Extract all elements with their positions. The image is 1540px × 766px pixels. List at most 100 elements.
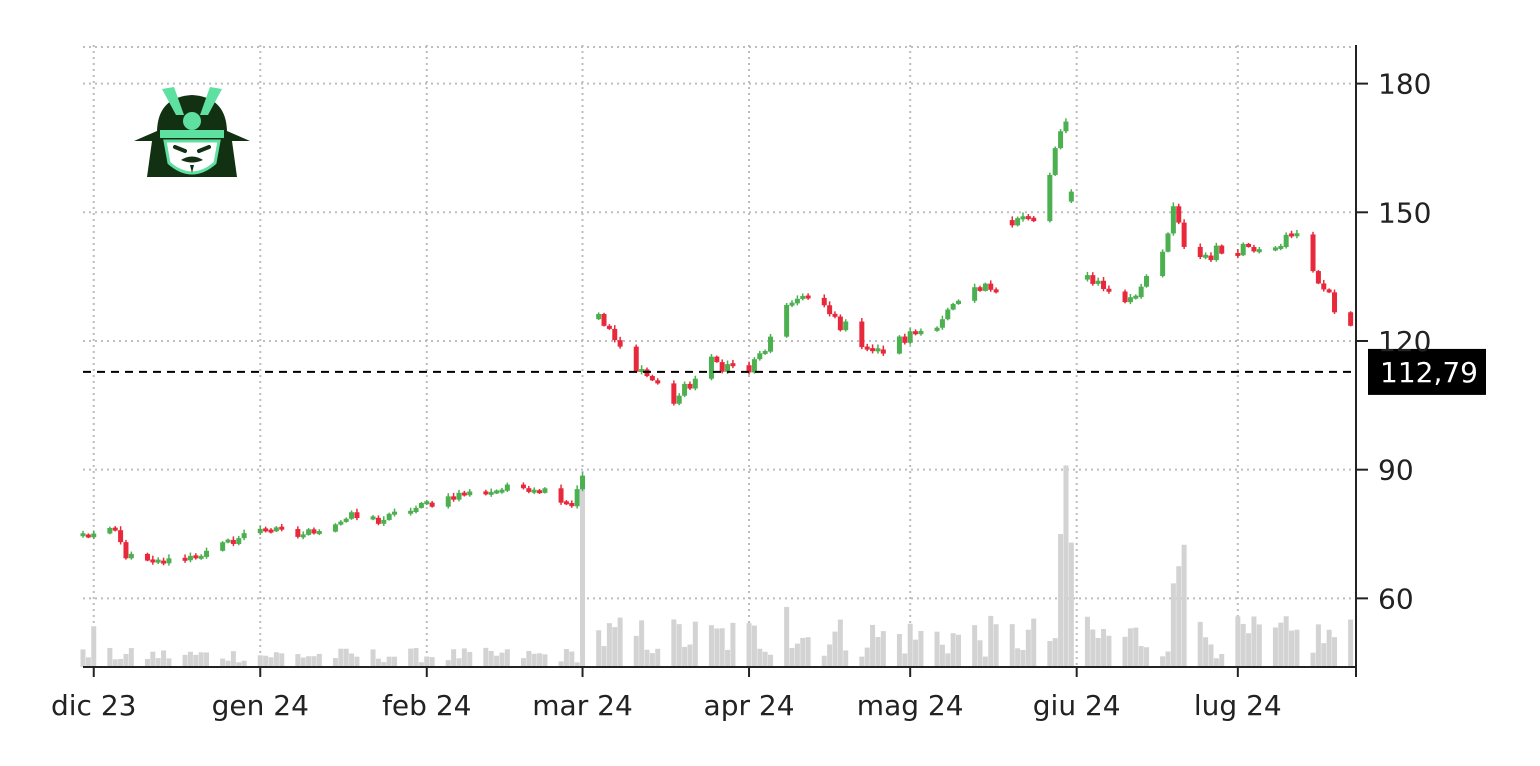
candle [386, 513, 392, 520]
candle [843, 321, 849, 331]
volume-bar [187, 651, 193, 667]
candle [220, 542, 226, 551]
volume-bar [988, 615, 994, 667]
volume-bar [601, 646, 607, 667]
x-tick-label: apr 24 [704, 689, 795, 722]
volume-bar [719, 628, 725, 667]
volume-bar [800, 637, 806, 667]
volume-bar [789, 647, 795, 667]
volume-bar [768, 654, 774, 667]
candle [794, 298, 800, 304]
candle [1219, 245, 1225, 254]
volume-bar [730, 622, 736, 667]
candle [1251, 246, 1257, 252]
candle [1020, 216, 1026, 220]
candle [714, 356, 720, 363]
volume-bar [934, 631, 940, 667]
y-tick-label: 90 [1378, 454, 1414, 487]
volume-bar [1176, 566, 1182, 667]
candle [1294, 233, 1300, 237]
candle [972, 287, 978, 301]
volume-bar [1047, 640, 1053, 667]
candle [263, 528, 269, 532]
volume-bar [230, 651, 236, 667]
candle [934, 327, 940, 331]
candle [1090, 275, 1096, 284]
volume-bar [1240, 623, 1246, 667]
candle [225, 539, 231, 543]
candle [300, 534, 306, 538]
volume-bar [1289, 630, 1295, 667]
candle [1068, 191, 1074, 202]
volume-bar [424, 656, 430, 667]
volume-bar [413, 648, 419, 667]
last-price-label: 112,79 [1380, 356, 1478, 389]
volume-bar [821, 655, 827, 667]
volume-bar [220, 658, 226, 667]
volume-bar [1203, 637, 1209, 667]
volume-bar [1015, 648, 1021, 667]
volume-bar [692, 621, 698, 667]
volume-bar [461, 648, 467, 667]
candle [85, 534, 91, 538]
volume-bars [80, 465, 1354, 667]
candle [558, 488, 564, 503]
volume-bar [1020, 649, 1026, 667]
volume-bar [542, 654, 548, 667]
volume-bar [155, 658, 161, 667]
volume-bar [338, 648, 344, 667]
volume-bar [1170, 583, 1176, 667]
volume-bar [1122, 636, 1128, 667]
volume-bar [386, 656, 392, 667]
volume-bar [456, 658, 462, 667]
candle [451, 496, 457, 500]
volume-bar [349, 653, 355, 667]
y-tick-label: 120 [1378, 325, 1431, 358]
volume-bar [531, 653, 537, 667]
volume-bar [1321, 643, 1327, 667]
candle [596, 313, 602, 320]
volume-bar [295, 654, 301, 667]
volume-bar [1068, 542, 1074, 667]
x-tick-label: lug 24 [1194, 689, 1282, 722]
volume-bar [354, 656, 360, 667]
candle [896, 336, 902, 354]
volume-bar [1310, 652, 1316, 667]
candle [155, 559, 161, 563]
volume-bar [1315, 624, 1321, 667]
candle [1133, 295, 1139, 299]
candle [789, 302, 795, 306]
volume-bar [300, 657, 306, 667]
volume-bar [762, 651, 768, 667]
volume-bar [725, 649, 731, 667]
volume-bar [1278, 622, 1284, 667]
volume-bar [596, 630, 602, 667]
candle [1015, 218, 1021, 226]
volume-bar [676, 624, 682, 667]
x-tick-label: dic 23 [51, 689, 136, 722]
volume-bar [504, 649, 510, 667]
candle [1310, 234, 1316, 272]
candle [708, 356, 714, 379]
candle [1058, 131, 1064, 149]
candle [193, 555, 199, 559]
volume-bar [1138, 646, 1144, 667]
volume-bar [913, 639, 919, 667]
candle [1208, 255, 1214, 261]
volume-bar [85, 657, 91, 667]
volume-bar [483, 647, 489, 667]
candle [1348, 312, 1354, 326]
volume-bar [332, 658, 338, 667]
volume-bar [1160, 656, 1166, 667]
volume-bar [1133, 627, 1139, 667]
candle [295, 529, 301, 537]
volume-bar [370, 649, 376, 667]
candle [950, 303, 956, 310]
candle [601, 313, 607, 326]
candle [870, 348, 876, 352]
y-tick-label: 150 [1378, 196, 1431, 229]
volume-bar [639, 620, 645, 667]
volume-bar [1272, 627, 1278, 667]
volume-bar [451, 649, 457, 667]
volume-bar [896, 633, 902, 667]
